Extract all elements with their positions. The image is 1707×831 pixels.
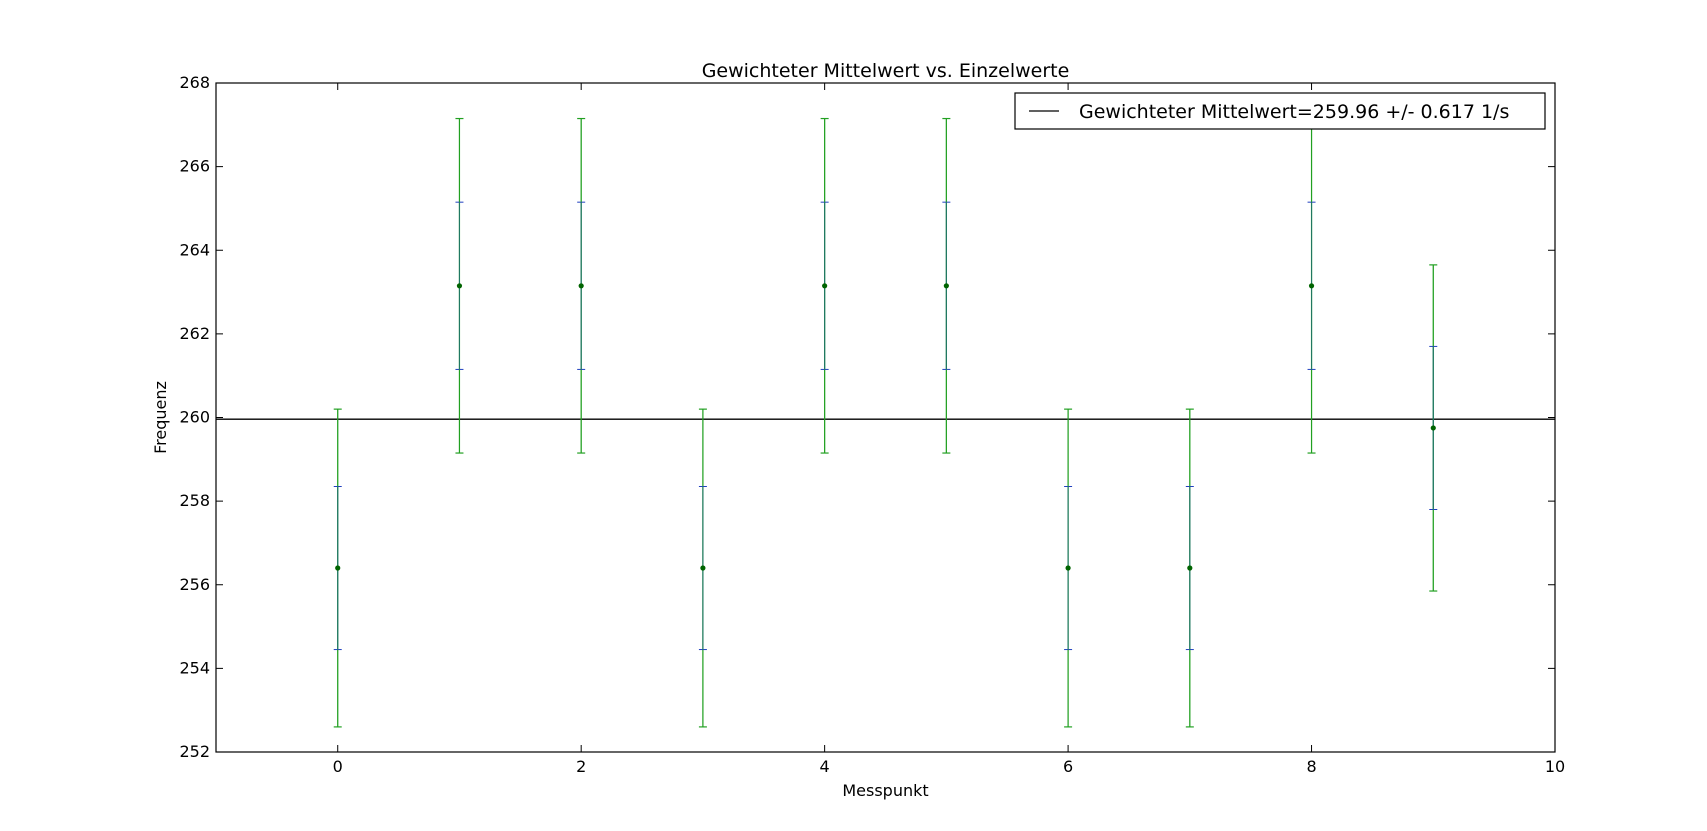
- legend-box: [1014, 92, 1546, 130]
- data-point: [700, 565, 706, 571]
- y-tick-label: 252: [179, 742, 210, 761]
- y-tick-label: 260: [179, 408, 210, 427]
- x-tick-label: 6: [1063, 757, 1073, 776]
- y-tick-label: 256: [179, 575, 210, 594]
- data-point: [1430, 425, 1436, 431]
- y-tick-label: 258: [179, 491, 210, 510]
- data-point: [456, 283, 463, 289]
- y-axis-label: Frequenz: [151, 381, 170, 454]
- x-tick-label: 2: [576, 757, 586, 776]
- data-point: [1065, 565, 1071, 571]
- y-tick-label: 264: [179, 240, 210, 259]
- data-point: [943, 283, 949, 289]
- y-tick-label: 262: [179, 324, 210, 343]
- data-point: [822, 283, 828, 289]
- y-tick-label: 266: [179, 157, 210, 176]
- x-tick-label: 10: [1545, 757, 1565, 776]
- data-point: [578, 283, 584, 289]
- chart-title: Gewichteter Mittelwert vs. Einzelwerte: [702, 60, 1070, 82]
- y-tick-label: 268: [179, 73, 210, 92]
- data-point: [1308, 283, 1315, 289]
- x-tick-label: 4: [820, 757, 830, 776]
- plot-marks: 0 2 4 6 8 10 252 254 256 258 260 262 264 266 268: [179, 73, 1565, 776]
- plot-frame: [215, 82, 1556, 753]
- data-point: [335, 565, 341, 571]
- y-tick-label: 254: [179, 658, 210, 677]
- data-point: [1187, 565, 1193, 571]
- legend-label: Gewichteter Mittelwert=259.96 +/- 0.617 …: [1079, 101, 1509, 123]
- x-tick-label: 8: [1306, 757, 1316, 776]
- x-tick-label: 0: [333, 757, 343, 776]
- legend: Gewichteter Mittelwert=259.96 +/- 0.617 …: [1014, 92, 1546, 130]
- x-axis-label: Messpunkt: [842, 781, 928, 800]
